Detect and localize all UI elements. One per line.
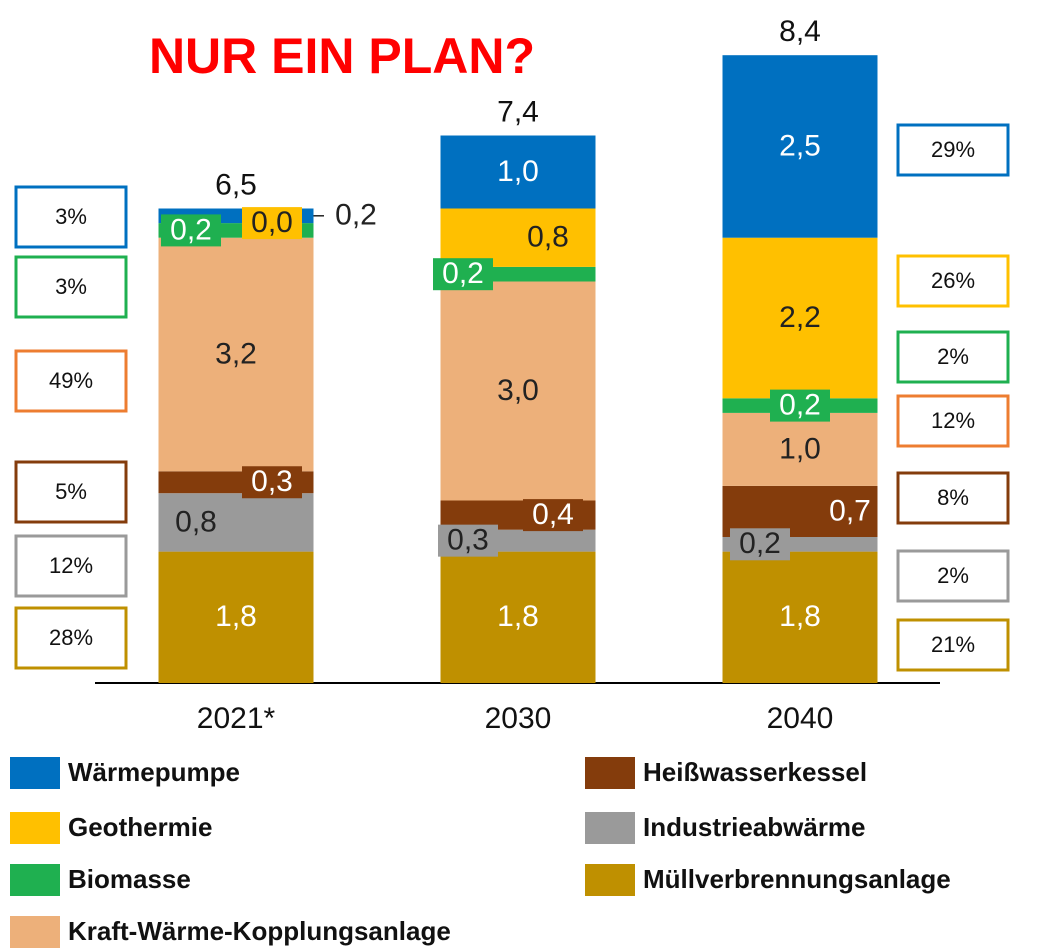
bar-segment [722,55,878,238]
value-label: 1,0 [779,432,821,465]
label-box [242,466,302,499]
share-label: 12% [49,553,93,578]
share-box [896,123,1010,177]
share-box [14,606,128,670]
share-box [14,185,128,249]
value-label: 3,2 [215,337,257,370]
share-label: 21% [931,632,975,657]
bar-segment [158,493,314,552]
bar-segment [440,281,596,501]
share-box [896,330,1010,384]
legend-label: Müllverbrennungsanlage [643,864,951,894]
total-label: 6,5 [215,168,257,201]
value-label: 0,2 [779,389,821,422]
label-box [433,258,493,291]
bar-segment [722,412,878,486]
share-label: 8% [937,485,969,510]
label-box [730,528,790,561]
share-label: 28% [49,625,93,650]
share-box [896,254,1010,308]
label-box [523,499,583,532]
chart-title: NUR EIN PLAN? [149,28,535,84]
legend-label: Wärmepumpe [68,757,240,787]
legend-label: Geothermie [68,812,213,842]
value-label: 2,5 [779,129,821,162]
share-box [896,549,1010,603]
value-label: 0,3 [251,465,293,498]
legend-label: Biomasse [68,864,191,894]
bar-segment [158,551,314,683]
label-box [242,207,302,240]
value-label: 0,4 [532,498,574,531]
share-box [896,394,1010,448]
bar-segment [440,135,596,209]
share-label: 3% [55,274,87,299]
share-label: 3% [55,204,87,229]
value-label: 0,3 [447,524,489,557]
value-label: 1,8 [215,600,257,633]
bar-segment [722,551,878,683]
total-label: 7,4 [497,95,539,128]
share-label: 5% [55,479,87,504]
legend-swatch [10,916,60,948]
share-label: 2% [937,563,969,588]
bar-segment [158,237,314,472]
share-box [896,618,1010,672]
total-label: 8,4 [779,15,821,48]
value-label: 1,8 [779,600,821,633]
label-box [438,524,498,557]
bar-segment [440,208,596,267]
share-label: 49% [49,368,93,393]
share-label: 26% [931,268,975,293]
legend-swatch [10,757,60,789]
value-label: 0,2 [335,199,377,232]
bar-segment [440,551,596,683]
share-box [14,460,128,524]
value-label: 0,8 [527,221,569,254]
legend-label: Industrieabwärme [643,812,866,842]
value-label: 0,8 [175,505,217,538]
value-label: 2,2 [779,301,821,334]
value-label: 0,7 [829,494,871,527]
legend-swatch [10,812,60,844]
legend-swatch [10,864,60,896]
label-box [161,214,221,247]
label-box [770,389,830,422]
legend-swatch [585,757,635,789]
bar-segment [722,237,878,399]
share-box [14,255,128,319]
x-tick-label: 2040 [767,702,834,735]
share-label: 12% [931,408,975,433]
legend-swatch [585,812,635,844]
value-label: 0,0 [251,206,293,239]
share-box [14,534,128,598]
value-label: 1,8 [497,600,539,633]
legend-label: Heißwasserkessel [643,757,867,787]
legend-swatch [585,864,635,896]
x-tick-label: 2030 [485,702,552,735]
value-label: 1,0 [497,155,539,188]
share-box [896,471,1010,525]
value-label: 0,2 [739,527,781,560]
legend-label: Kraft-Wärme-Kopplungsanlage [68,916,451,946]
share-label: 29% [931,137,975,162]
x-tick-label: 2021* [197,702,276,735]
value-label: 0,2 [170,213,212,246]
value-label: 0,2 [442,257,484,290]
share-box [14,349,128,413]
value-label: 3,0 [497,374,539,407]
share-label: 2% [937,344,969,369]
